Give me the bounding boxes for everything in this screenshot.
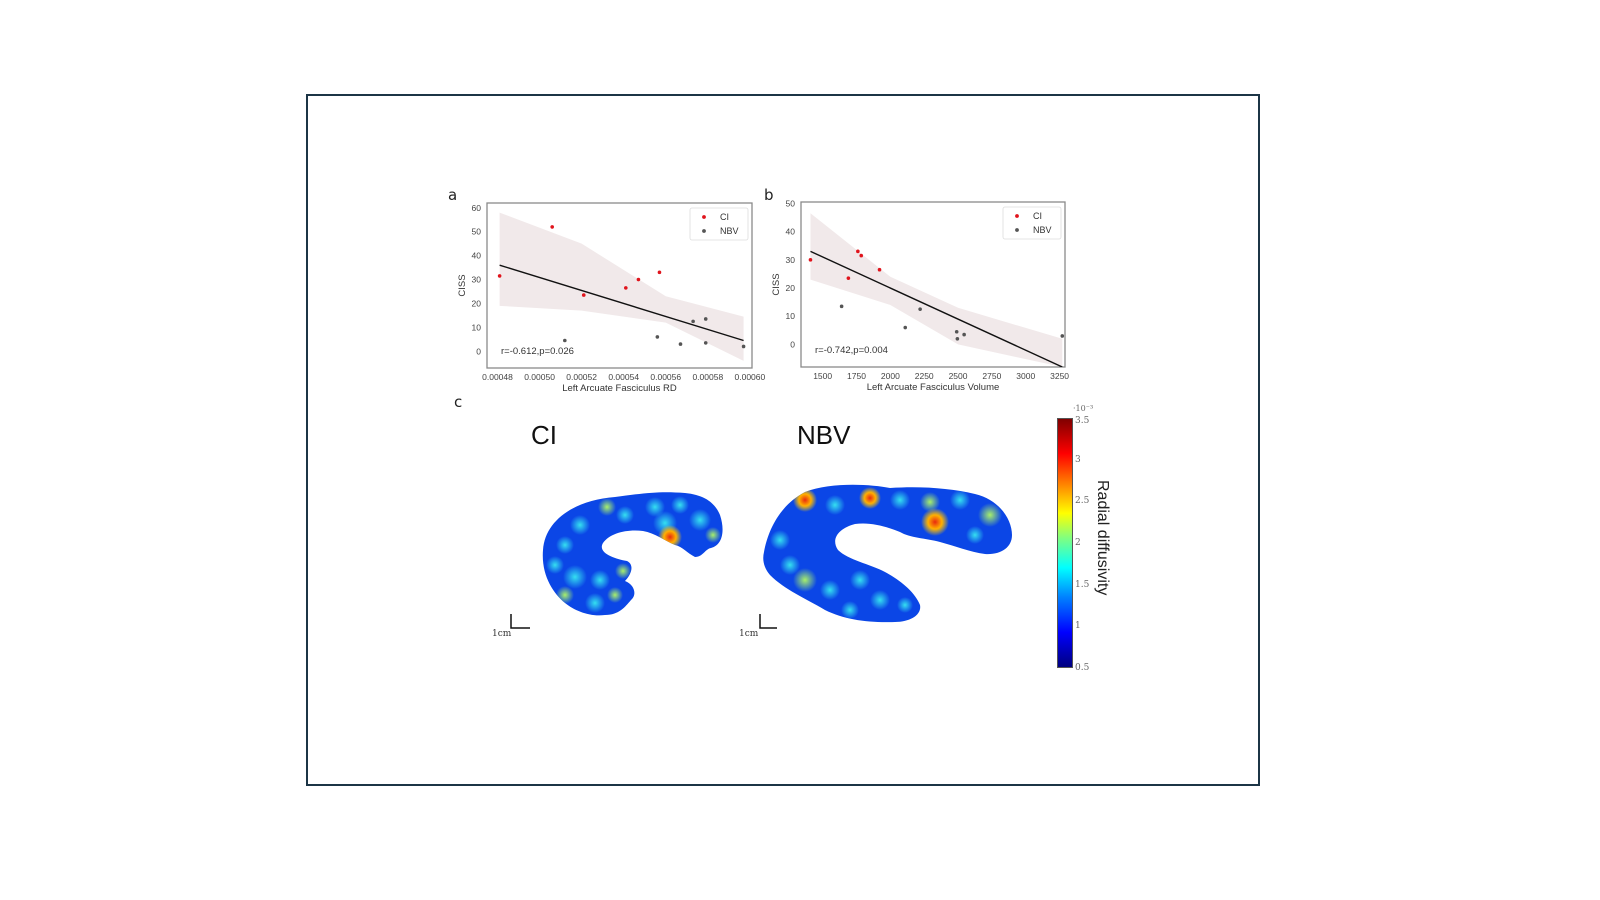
y-tick-label: 0 bbox=[476, 346, 481, 356]
data-point-nbv bbox=[918, 307, 922, 311]
data-point-nbv bbox=[741, 344, 746, 349]
data-point-ci bbox=[877, 267, 882, 272]
data-point-nbv bbox=[903, 325, 908, 330]
legend-label: CI bbox=[720, 212, 729, 222]
x-axis-label: Left Arcuate Fasciculus Volume bbox=[867, 382, 1000, 393]
scale-bar-nbv bbox=[759, 614, 777, 629]
scale-bar-ci bbox=[510, 614, 530, 629]
data-point-nbv bbox=[703, 317, 708, 321]
legend-label: CI bbox=[1033, 211, 1042, 221]
legend-label: NBV bbox=[720, 226, 739, 236]
colorbar-title: Radial diffusivity bbox=[1094, 480, 1111, 596]
confidence-band bbox=[810, 213, 1063, 367]
data-point-nbv bbox=[691, 319, 695, 324]
correlation-annotation: r=-0.612,p=0.026 bbox=[501, 346, 574, 357]
scale-bar-label-ci: 1cm bbox=[492, 629, 512, 639]
legend-marker bbox=[1015, 228, 1019, 232]
x-tick-label: 0.00048 bbox=[482, 372, 513, 382]
data-point-ci bbox=[581, 293, 586, 297]
data-point-nbv bbox=[954, 329, 959, 334]
data-point-nbv bbox=[1060, 334, 1065, 338]
data-point-nbv bbox=[678, 342, 683, 346]
data-point-nbv bbox=[955, 336, 960, 341]
colorbar bbox=[1057, 418, 1073, 668]
y-tick-label: 20 bbox=[786, 283, 796, 293]
data-point-nbv bbox=[839, 304, 844, 309]
legend-marker bbox=[702, 229, 706, 233]
x-tick-label: 0.00056 bbox=[650, 372, 681, 382]
data-point-ci bbox=[846, 276, 851, 280]
scale-bar-label-nbv: 1cm bbox=[739, 629, 759, 639]
colorbar-tick: 2.5 bbox=[1075, 496, 1090, 507]
tract-render-ci bbox=[542, 492, 723, 616]
x-tick-label: 0.00050 bbox=[524, 372, 555, 382]
x-tick-label: 1500 bbox=[813, 371, 832, 381]
x-tick-label: 2000 bbox=[881, 371, 900, 381]
plot-frame bbox=[486, 202, 753, 369]
colorbar-tick: 1 bbox=[1075, 621, 1081, 632]
data-point-ci bbox=[856, 249, 860, 254]
scatter-plot-a: 0.00048 0.00050 0.00052 0.00054 0.00056 0.000… bbox=[457, 202, 766, 394]
panel-letter-c: c bbox=[454, 393, 463, 411]
x-tick-label: 0.00060 bbox=[735, 372, 766, 382]
data-point-ci bbox=[657, 270, 662, 275]
x-tick-label: 3000 bbox=[1016, 371, 1035, 381]
x-tick-label: 2750 bbox=[982, 371, 1001, 381]
x-tick-label: 0.00058 bbox=[692, 372, 723, 382]
colorbar-tick: 2 bbox=[1075, 538, 1081, 548]
x-tick-label: 0.00052 bbox=[566, 372, 597, 382]
legend bbox=[1002, 206, 1062, 240]
data-point-nbv bbox=[703, 341, 708, 345]
scatter-plot-b: 1500 1750 2000 2250 2500 2750 3000 3250 0 10 20 30 4… bbox=[771, 198, 1069, 393]
y-tick-label: 20 bbox=[472, 298, 482, 308]
data-point-ci bbox=[497, 274, 502, 278]
y-tick-label: 50 bbox=[472, 227, 482, 237]
y-tick-label: 30 bbox=[786, 255, 796, 265]
colorbar-exponent: ·10⁻³ bbox=[1073, 404, 1094, 413]
data-point-ci bbox=[859, 253, 864, 258]
legend bbox=[689, 207, 749, 241]
y-tick-label: 60 bbox=[472, 203, 482, 213]
data-point-ci bbox=[550, 225, 554, 229]
y-tick-label: 10 bbox=[786, 311, 796, 321]
data-point-nbv bbox=[563, 338, 567, 343]
colorbar-tick: 0.5 bbox=[1075, 663, 1090, 673]
data-point-ci bbox=[808, 258, 813, 262]
colorbar-tick: 3.5 bbox=[1075, 416, 1090, 426]
figure-frame bbox=[306, 94, 1260, 786]
panel-letter-b: b bbox=[764, 186, 774, 204]
x-tick-label: 2500 bbox=[949, 371, 968, 381]
x-tick-label: 2250 bbox=[915, 371, 934, 381]
x-tick-label: 1750 bbox=[847, 371, 866, 381]
y-axis-label: CISS bbox=[771, 273, 782, 295]
y-axis-label: CISS bbox=[457, 274, 468, 296]
correlation-annotation: r=-0.742,p=0.004 bbox=[815, 345, 888, 356]
data-point-ci bbox=[624, 286, 628, 290]
regression-line bbox=[810, 250, 1063, 367]
x-axis-label: Left Arcuate Fasciculus RD bbox=[562, 383, 677, 394]
regression-line bbox=[499, 264, 744, 342]
data-point-nbv bbox=[962, 332, 966, 337]
colorbar-tick: 1.5 bbox=[1075, 579, 1090, 590]
panel-letter-a: a bbox=[448, 186, 458, 204]
x-tick-label: 0.00054 bbox=[608, 372, 639, 382]
y-tick-label: 50 bbox=[786, 198, 796, 208]
legend-marker bbox=[702, 215, 706, 219]
y-tick-label: 10 bbox=[472, 322, 482, 332]
y-tick-label: 40 bbox=[786, 227, 796, 237]
tract-render-nbv bbox=[763, 484, 1012, 623]
data-point-nbv bbox=[655, 335, 660, 339]
x-tick-label: 3250 bbox=[1050, 371, 1069, 381]
colorbar-tick: 3 bbox=[1075, 454, 1081, 465]
plot-frame bbox=[800, 201, 1066, 368]
confidence-band bbox=[499, 212, 744, 361]
y-tick-label: 40 bbox=[472, 251, 482, 261]
data-point-ci bbox=[636, 277, 641, 282]
y-tick-label: 30 bbox=[472, 275, 482, 285]
legend-marker bbox=[1015, 214, 1019, 218]
tract-label-ci: CI bbox=[531, 420, 557, 450]
legend-label: NBV bbox=[1033, 225, 1052, 235]
tract-label-nbv: NBV bbox=[797, 420, 851, 450]
y-tick-label: 0 bbox=[790, 339, 795, 349]
